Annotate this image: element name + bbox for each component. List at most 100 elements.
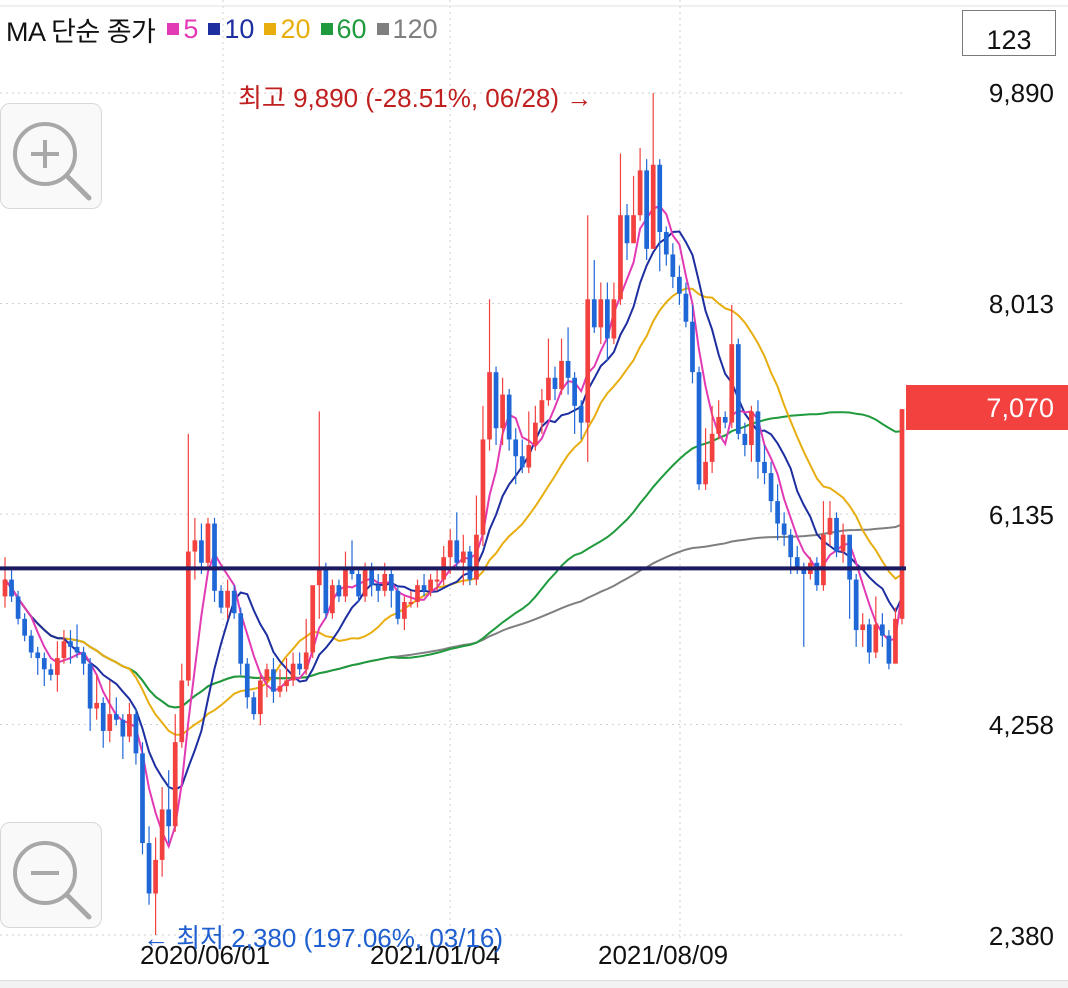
candle xyxy=(742,422,748,457)
candle xyxy=(893,607,898,664)
candle xyxy=(415,579,420,608)
candle xyxy=(690,304,695,384)
candle-body xyxy=(526,445,532,468)
candle-body xyxy=(408,602,414,605)
candle-body xyxy=(362,568,368,597)
chart-grid xyxy=(0,0,1068,940)
candle-body xyxy=(834,517,839,552)
candle-body xyxy=(271,669,276,692)
candle-body xyxy=(35,652,41,659)
candle xyxy=(81,646,86,675)
ma-10-label: 10 xyxy=(224,13,255,44)
candle xyxy=(9,568,14,603)
candle-body xyxy=(127,714,132,737)
candle xyxy=(434,568,440,591)
zoom-in-button[interactable] xyxy=(0,103,102,209)
candle xyxy=(290,652,296,687)
candle xyxy=(729,304,735,429)
candle xyxy=(781,512,787,546)
candle xyxy=(500,377,505,446)
candle-body xyxy=(199,540,204,563)
candle-body xyxy=(886,635,892,664)
candle xyxy=(827,501,833,546)
candle-body xyxy=(605,299,610,339)
candle-body xyxy=(611,299,617,339)
candle xyxy=(493,366,499,446)
ma-legend-item-20[interactable]: 20 xyxy=(264,13,311,45)
candle xyxy=(166,770,172,844)
candle xyxy=(866,618,872,664)
ma-5-swatch xyxy=(167,23,180,35)
candle xyxy=(598,282,604,345)
candle-body xyxy=(323,568,329,614)
candle-body xyxy=(257,680,263,715)
candle xyxy=(663,226,669,266)
candle-body xyxy=(415,585,420,603)
y-tick-label: 9,890 xyxy=(988,78,1054,108)
candle xyxy=(251,691,257,720)
candle xyxy=(356,568,361,603)
candle-body xyxy=(94,702,100,709)
candle xyxy=(624,203,630,261)
candle-count-box[interactable]: 123 xyxy=(962,10,1056,56)
candle xyxy=(402,596,407,631)
ma-legend-item-10[interactable]: 10 xyxy=(208,14,254,45)
candlestick-series xyxy=(2,93,905,935)
candle-body xyxy=(788,534,794,558)
candle-body xyxy=(506,394,512,440)
candle-body xyxy=(41,658,47,670)
candle-body xyxy=(618,215,623,300)
candle-body xyxy=(572,377,577,406)
ma-10-swatch xyxy=(208,23,221,35)
candle xyxy=(572,372,577,434)
candle-body xyxy=(28,635,34,653)
candle-body xyxy=(55,658,60,675)
zoom-out-icon xyxy=(13,841,92,920)
candle-body xyxy=(238,613,244,664)
x-tick-label: 2021/01/04 xyxy=(370,940,501,970)
candle-body xyxy=(703,461,708,485)
ma-legend-item-60[interactable]: 60 xyxy=(320,14,367,45)
candle-body xyxy=(87,663,93,709)
candle-body xyxy=(690,321,695,373)
current-price-tag: 7,070 xyxy=(906,385,1068,430)
candle xyxy=(853,573,859,647)
candle xyxy=(611,282,617,345)
candle-body xyxy=(303,652,309,670)
bottom-scroll-bar[interactable] xyxy=(0,980,1068,988)
ma-60-swatch xyxy=(320,23,333,35)
zoom-out-button[interactable] xyxy=(0,822,102,928)
ma-20-label: 20 xyxy=(280,13,311,44)
candle xyxy=(316,411,322,619)
candle-body xyxy=(290,663,296,681)
candle xyxy=(899,409,905,625)
candle-body xyxy=(382,573,388,591)
candle-body xyxy=(775,501,780,524)
ma-legend-item-120[interactable]: 120 xyxy=(376,14,438,45)
candle-body xyxy=(447,540,453,558)
candle-body xyxy=(205,523,211,563)
candle xyxy=(94,674,100,720)
candle-body xyxy=(709,433,715,462)
candle xyxy=(120,714,126,759)
candle xyxy=(179,663,185,748)
x-tick-label: 2021/08/09 xyxy=(598,940,729,970)
candle xyxy=(133,708,139,765)
candle xyxy=(113,697,119,726)
candle xyxy=(591,260,597,333)
candle xyxy=(880,613,885,647)
candle-body xyxy=(284,680,289,687)
candle xyxy=(87,658,93,731)
candle-body xyxy=(565,360,571,378)
candle-body xyxy=(480,439,486,535)
ma-120-line xyxy=(4,523,903,709)
candle xyxy=(277,669,283,698)
candle-body xyxy=(500,394,505,429)
ma-legend-item-5[interactable]: 5 xyxy=(167,14,198,45)
ma-legend[interactable]: MA 단순 종가 5 10 20 60 120 xyxy=(6,12,448,47)
candle-body xyxy=(297,663,302,670)
candle xyxy=(605,282,610,361)
candle xyxy=(100,697,106,748)
candle-body xyxy=(821,534,826,586)
